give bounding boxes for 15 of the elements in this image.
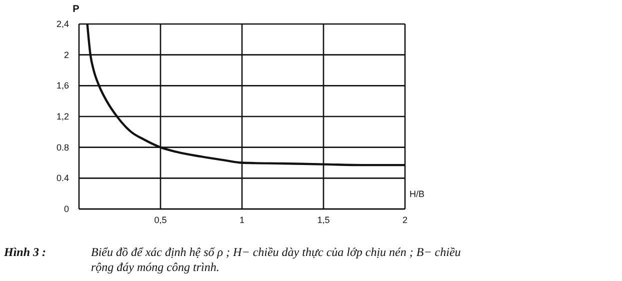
x-axis-title: H/B: [409, 189, 425, 199]
text: Biểu đồ để xác định hệ số ρ ; H− chiều dày thực của lớp chịu nén ; B− chiều rộng đáy móng công trình.: [91, 245, 461, 274]
x-tick-label: 0,5: [154, 215, 167, 225]
y-tick-label: 0: [64, 204, 69, 214]
y-tick-label: 2,4: [56, 19, 69, 29]
y-tick-label: 0.4: [56, 173, 69, 184]
y-tick-label: 1,6: [56, 80, 69, 91]
x-tick-label: 1: [239, 215, 245, 225]
y-tick-label: 2: [64, 50, 69, 60]
text: Hình 3 :: [3, 245, 46, 259]
y-tick-label: 1,2: [56, 112, 69, 122]
y-axis-title: P: [72, 4, 80, 15]
y-tick-label: 0.8: [56, 142, 69, 152]
x-tick-label: 2: [402, 215, 408, 225]
x-tick-label: 1,5: [317, 215, 330, 225]
